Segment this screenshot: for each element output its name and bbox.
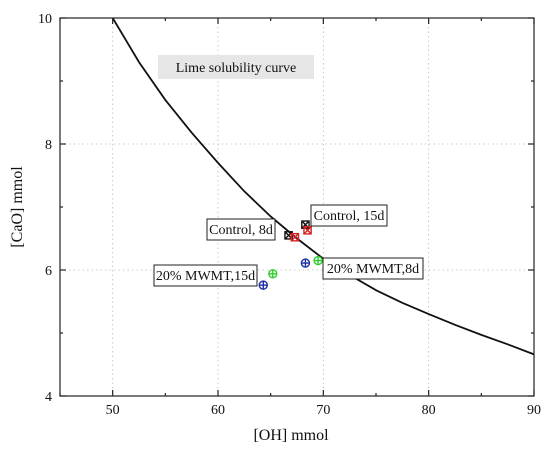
y-tick-label: 6	[45, 264, 52, 279]
svg-text:Control, 15d: Control, 15d	[314, 209, 385, 224]
x-axis-label: [OH] mmol	[253, 427, 329, 444]
data-point-3	[303, 226, 312, 235]
marker-square	[290, 232, 300, 242]
marker-cross-b	[303, 226, 312, 235]
annotation-control-15d: Control, 15d	[310, 204, 388, 227]
svg-text:Lime solubility curve: Lime solubility curve	[176, 61, 297, 76]
y-tick-label: 10	[38, 12, 52, 27]
svg-text:20% MWMT,15d: 20% MWMT,15d	[156, 269, 255, 284]
data-point-2	[290, 232, 300, 242]
marker-cross-b	[301, 220, 310, 229]
y-tick-label: 8	[45, 138, 52, 153]
x-tick-label: 90	[527, 403, 541, 418]
data-point-6	[268, 269, 278, 279]
ticks-group: 50 60 70 80 90 4 6 8 10	[38, 12, 541, 418]
data-point-4	[258, 280, 268, 290]
data-point-7	[313, 255, 323, 266]
y-tick-label: 4	[45, 390, 52, 405]
svg-text:20% MWMT,8d: 20% MWMT,8d	[327, 262, 419, 277]
annotation-mwmt-15d: 20% MWMT,15d	[153, 264, 258, 287]
curve-title: Lime solubility curve	[158, 55, 314, 79]
marker-square	[303, 226, 312, 235]
data-points-group	[258, 220, 323, 290]
svg-text:Control, 8d: Control, 8d	[209, 223, 273, 238]
x-tick-label: 80	[422, 403, 436, 418]
x-tick-label: 70	[316, 403, 330, 418]
x-tick-label: 50	[106, 403, 120, 418]
annotation-control-8d: Control, 8d	[206, 218, 276, 241]
x-tick-label: 60	[211, 403, 225, 418]
annotation-mwmt-8d: 20% MWMT,8d	[322, 257, 424, 280]
data-point-5	[300, 258, 311, 268]
y-axis-label: [CaO] mmol	[9, 166, 26, 248]
marker-cross-b	[290, 233, 299, 242]
